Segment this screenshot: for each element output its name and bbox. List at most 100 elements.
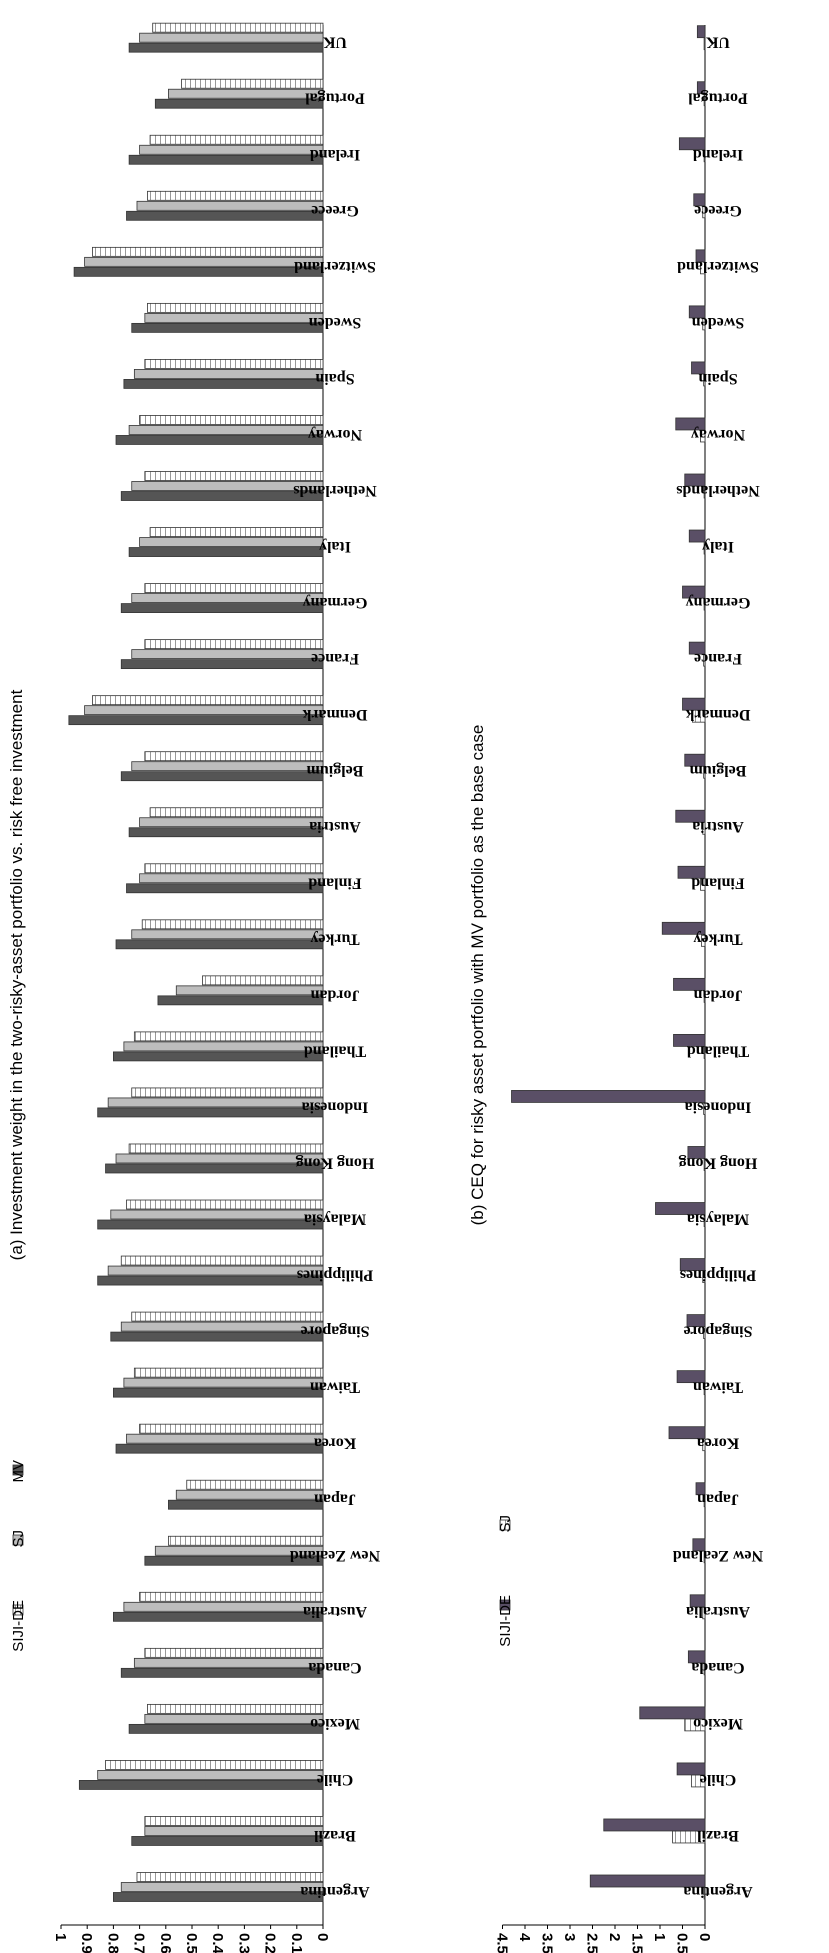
tick-label: 0.5: [183, 1933, 200, 1953]
bar-mv: [128, 154, 324, 165]
bar-siji-de: [603, 1818, 706, 1832]
category-label: Portugal: [688, 90, 748, 107]
category-label: Denmark: [302, 706, 367, 723]
tick-label: 0.3: [235, 1933, 252, 1953]
category-label: Singapore: [300, 1323, 369, 1340]
bar-siji-de: [152, 22, 324, 33]
category-label: Canada: [691, 1659, 744, 1676]
bar-sj: [144, 1713, 324, 1724]
bar-siji-de: [149, 527, 324, 537]
bar-siji-de: [589, 1874, 706, 1888]
bar-siji-de: [149, 807, 324, 818]
tick-label: 0: [696, 1933, 713, 1941]
tick-label: 0.7: [131, 1933, 148, 1953]
category-label: Greece: [311, 202, 359, 219]
category-label: Spain: [315, 370, 354, 387]
tick-label: 0.6: [157, 1933, 174, 1953]
tick-label: 2.5: [584, 1933, 601, 1953]
category-label: Korea: [314, 1435, 356, 1452]
category-label: Italy: [702, 538, 734, 555]
bar-siji-de: [639, 1706, 706, 1720]
bar-sj: [131, 481, 324, 491]
category-label: Turkey: [310, 930, 359, 947]
bar-siji-de: [677, 865, 706, 879]
bar-siji-de: [133, 1031, 324, 1042]
legend-label: SJ: [497, 1515, 514, 1533]
category-label: Spain: [698, 370, 737, 387]
category-label: Hong Kong: [679, 1154, 758, 1171]
bar-sj: [131, 649, 324, 660]
bar-siji-de: [126, 1199, 324, 1210]
category-label: Sweden: [692, 314, 745, 331]
category-label: UK: [705, 34, 730, 51]
bar-siji-de: [688, 641, 706, 655]
bar-siji-de: [139, 1423, 324, 1434]
bar-siji-de: [684, 473, 706, 487]
tick-label: 0.4: [209, 1933, 226, 1953]
bar-mv: [154, 98, 324, 109]
bar-sj: [115, 1153, 324, 1164]
category-label: Portugal: [305, 90, 365, 107]
bar-siji-de: [186, 1479, 324, 1490]
tick-label: 1: [52, 1933, 69, 1941]
bar-sj: [139, 32, 324, 43]
bar-siji-de: [144, 639, 324, 650]
legend-swatch: [12, 1534, 24, 1546]
bar-siji-de: [141, 919, 324, 930]
category-label: Argentina: [683, 1883, 752, 1900]
chart-title: (b) CEQ for risky asset portfolio with M…: [468, 725, 487, 1226]
category-label: Finland: [691, 874, 744, 891]
tick-label: 2: [606, 1933, 623, 1941]
bar-mv: [120, 771, 324, 782]
bar-siji-de: [687, 1650, 706, 1664]
bar-siji-de: [695, 1482, 706, 1496]
bar-siji-de: [661, 921, 706, 935]
bar-sj: [120, 1321, 324, 1332]
bar-siji-de: [202, 975, 324, 986]
bar-siji-de: [679, 1258, 706, 1271]
category-label: Netherlands: [676, 482, 760, 499]
bar-siji-de: [144, 1816, 324, 1826]
bar-sj: [131, 929, 324, 940]
bar-siji-de: [144, 583, 324, 593]
bar-sj: [136, 200, 324, 211]
bar-mv: [126, 210, 324, 221]
category-label: Norway: [691, 426, 745, 443]
panel-a: 0 0.1 0.2 0.3 0.4 0.5 0.6 0.7 0.8 0.9 1 Argentina Br…: [7, 22, 380, 1953]
category-label: Greece: [694, 202, 742, 219]
legend-swatch: [499, 1519, 511, 1531]
bar-mv: [113, 1611, 324, 1622]
bar-siji-de: [511, 1090, 706, 1103]
tick-label: 1: [651, 1933, 668, 1941]
bar-mv: [157, 995, 324, 1006]
bar-siji-de: [147, 190, 324, 201]
bar-sj: [139, 537, 324, 547]
category-label: Hong Kong: [296, 1154, 375, 1171]
bar-sj: [84, 256, 324, 267]
bar-siji-de: [688, 529, 706, 543]
bar-mv: [144, 1555, 324, 1566]
category-label: Finland: [308, 874, 361, 891]
bar-mv: [113, 1892, 324, 1902]
legend-swatch: [499, 1599, 511, 1611]
category-label: Belgium: [306, 762, 364, 779]
bar-sj: [107, 1097, 324, 1108]
category-label: Ireland: [693, 146, 743, 163]
category-label: Sweden: [309, 314, 362, 331]
category-label: Jordan: [693, 986, 742, 1003]
bar-siji-de: [139, 1591, 324, 1602]
bar-sj: [131, 593, 324, 603]
bar-siji-de: [139, 415, 324, 425]
category-label: New Zealand: [673, 1547, 763, 1564]
bar-siji-de: [692, 1538, 706, 1552]
bar-sj: [133, 369, 324, 379]
bar-sj: [84, 705, 324, 716]
bar-sj: [144, 1826, 324, 1836]
category-label: Philippines: [680, 1267, 756, 1284]
bar-siji-de: [691, 361, 706, 375]
tick-label: 0.1: [288, 1933, 305, 1953]
category-label: Japan: [314, 1491, 356, 1508]
bar-siji-de: [695, 249, 706, 263]
category-label: Malaysia: [687, 1211, 749, 1228]
bar-siji-de: [673, 1034, 706, 1047]
